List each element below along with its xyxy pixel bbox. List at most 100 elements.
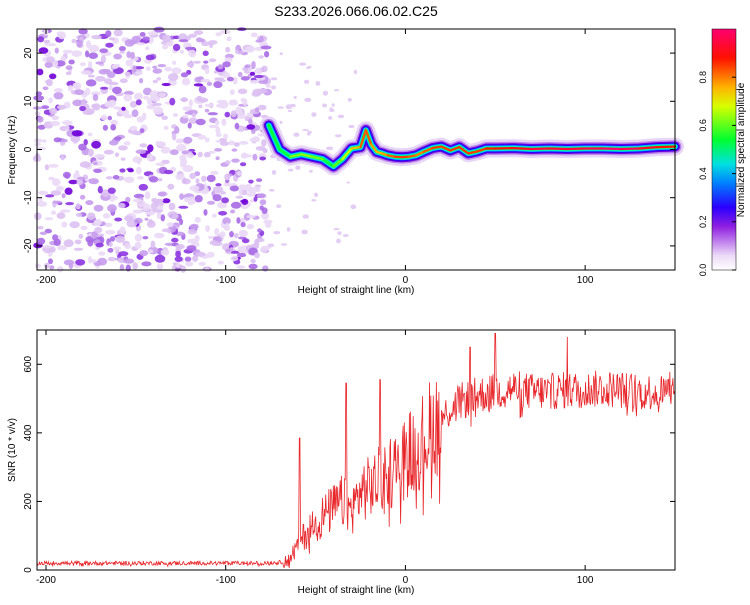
noise-blob bbox=[266, 84, 271, 88]
noise-blob bbox=[280, 121, 283, 124]
noise-blob bbox=[176, 244, 185, 249]
noise-blob bbox=[258, 105, 267, 111]
noise-blob bbox=[248, 180, 253, 184]
noise-blob bbox=[124, 114, 133, 118]
noise-blob bbox=[56, 186, 64, 192]
noise-blob bbox=[100, 87, 108, 90]
noise-blob bbox=[326, 147, 333, 151]
noise-blob bbox=[261, 46, 272, 50]
noise-blob bbox=[142, 236, 148, 239]
noise-blob bbox=[186, 245, 196, 251]
noise-blob bbox=[79, 234, 84, 239]
noise-blob bbox=[152, 66, 157, 69]
noise-blob bbox=[115, 235, 125, 242]
noise-blob bbox=[301, 230, 307, 235]
noise-blob bbox=[147, 144, 153, 152]
noise-blob bbox=[103, 213, 110, 218]
noise-blob bbox=[61, 139, 68, 143]
noise-blob bbox=[225, 249, 230, 252]
noise-blob bbox=[231, 159, 240, 163]
noise-blob bbox=[287, 227, 291, 231]
noise-blob bbox=[69, 221, 79, 228]
noise-blob bbox=[109, 242, 113, 247]
noise-blob bbox=[89, 178, 99, 184]
noise-blob bbox=[94, 219, 102, 226]
noise-blob bbox=[135, 71, 143, 74]
noise-blob bbox=[236, 217, 240, 224]
noise-blob bbox=[65, 202, 74, 205]
noise-blob bbox=[106, 176, 113, 179]
noise-blob bbox=[135, 242, 142, 249]
noise-blob bbox=[180, 98, 188, 102]
noise-blob bbox=[114, 136, 122, 140]
noise-blob bbox=[180, 50, 184, 54]
noise-blob bbox=[195, 235, 200, 242]
noise-blob bbox=[110, 124, 116, 131]
noise-blob bbox=[236, 196, 244, 199]
noise-blob bbox=[107, 71, 115, 78]
figure-title: S233.2026.066.06.02.C25 bbox=[274, 3, 438, 19]
noise-blob bbox=[136, 149, 147, 154]
noise-blob bbox=[332, 103, 335, 106]
noise-blob bbox=[247, 224, 254, 229]
noise-blob bbox=[95, 61, 103, 64]
noise-blob bbox=[50, 121, 60, 126]
noise-blob bbox=[148, 219, 153, 225]
noise-blob bbox=[35, 264, 41, 268]
noise-blob bbox=[252, 154, 257, 161]
colorbar-tick-label: 0.2 bbox=[698, 216, 708, 229]
y-tick-label: -20 bbox=[23, 238, 34, 253]
noise-blob bbox=[80, 226, 87, 231]
noise-blob bbox=[147, 105, 155, 110]
noise-blob bbox=[218, 261, 224, 265]
noise-blob bbox=[203, 51, 209, 57]
noise-blob bbox=[248, 119, 253, 125]
noise-blob bbox=[57, 212, 66, 219]
noise-blob bbox=[118, 145, 128, 150]
noise-blob bbox=[309, 170, 313, 173]
x-tick-label: -100 bbox=[216, 275, 236, 286]
noise-blob bbox=[164, 126, 169, 130]
noise-blob bbox=[182, 78, 190, 85]
noise-blob bbox=[209, 58, 216, 62]
noise-blob bbox=[218, 211, 227, 216]
noise-blob bbox=[199, 262, 206, 266]
noise-blob bbox=[315, 81, 320, 86]
noise-blob bbox=[245, 186, 252, 192]
noise-blob bbox=[66, 72, 72, 76]
noise-blob bbox=[195, 195, 203, 202]
noise-blob bbox=[172, 61, 176, 65]
noise-blob bbox=[126, 51, 131, 58]
noise-blob bbox=[49, 265, 54, 269]
noise-blob bbox=[241, 76, 250, 81]
noise-blob bbox=[230, 186, 239, 192]
noise-blob bbox=[199, 98, 208, 103]
noise-blob bbox=[237, 114, 246, 119]
noise-blob bbox=[158, 92, 166, 97]
noise-blob bbox=[307, 131, 311, 134]
noise-blob bbox=[94, 154, 105, 158]
noise-blob bbox=[235, 107, 242, 114]
noise-blob bbox=[238, 246, 243, 253]
noise-blob bbox=[271, 85, 276, 89]
noise-blob bbox=[80, 62, 86, 66]
noise-blob bbox=[162, 35, 171, 43]
noise-blob bbox=[49, 108, 57, 115]
y-tick-label: 0 bbox=[23, 567, 34, 573]
noise-blob bbox=[86, 79, 97, 86]
noise-blob bbox=[189, 173, 196, 179]
noise-blob bbox=[138, 203, 146, 207]
noise-blob bbox=[204, 152, 211, 158]
noise-blob bbox=[354, 70, 357, 74]
noise-blob bbox=[258, 80, 268, 84]
noise-blob bbox=[233, 77, 238, 85]
noise-blob bbox=[124, 141, 131, 145]
noise-blob bbox=[237, 253, 246, 257]
noise-blob bbox=[273, 231, 280, 234]
noise-blob bbox=[227, 36, 232, 41]
noise-blob bbox=[271, 77, 278, 80]
noise-blob bbox=[164, 170, 173, 174]
noise-blob bbox=[146, 67, 151, 71]
noise-blob bbox=[323, 91, 328, 96]
noise-blob bbox=[255, 68, 263, 75]
